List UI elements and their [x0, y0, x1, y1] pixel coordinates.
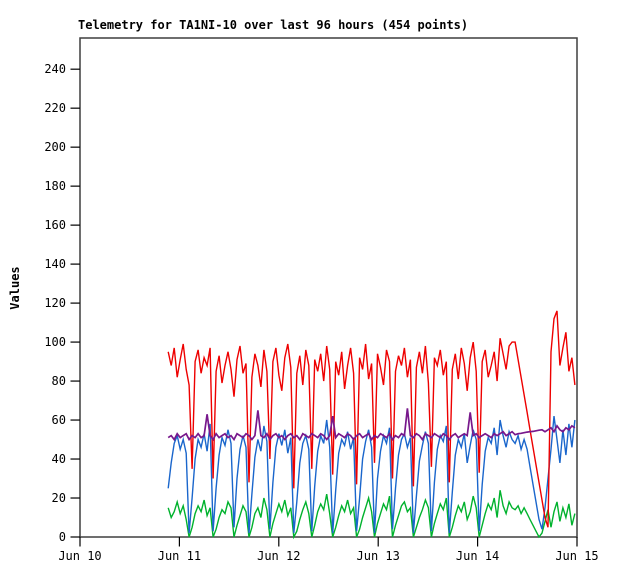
series-red: [167, 310, 576, 528]
y-tick-label: 0: [59, 530, 66, 544]
y-tick-label: 40: [52, 452, 66, 466]
series-lines: [167, 310, 576, 540]
y-tick-label: 80: [52, 374, 66, 388]
y-tick-label: 100: [44, 335, 66, 349]
y-tick-label: 200: [44, 140, 66, 154]
series-purple: [167, 408, 576, 442]
y-tick-label: 220: [44, 101, 66, 115]
y-tick-label: 240: [44, 62, 66, 76]
series-green: [167, 490, 576, 540]
y-tick-label: 20: [52, 491, 66, 505]
chart-title: Telemetry for TA1NI-10 over last 96 hour…: [78, 18, 469, 32]
y-tick-label: 120: [44, 296, 66, 310]
x-axis: Jun 10 Jun 11 Jun 12 Jun 13 Jun 14 Jun 15: [58, 537, 599, 563]
y-tick-label: 60: [52, 413, 66, 427]
plot-area-border: [79, 37, 578, 538]
y-axis: 0 20 40 60 80 100 120 140 160 180 200 220 240: [44, 62, 80, 544]
x-tick-label: Jun 13: [357, 549, 400, 563]
x-tick-label: Jun 12: [257, 549, 300, 563]
x-tick-label: Jun 14: [456, 549, 499, 563]
y-tick-label: 160: [44, 218, 66, 232]
series-blue: [167, 416, 576, 534]
x-tick-label: Jun 10: [58, 549, 101, 563]
y-tick-label: 140: [44, 257, 66, 271]
x-tick-label: Jun 15: [555, 549, 598, 563]
y-tick-label: 180: [44, 179, 66, 193]
x-tick-label: Jun 11: [158, 549, 201, 563]
